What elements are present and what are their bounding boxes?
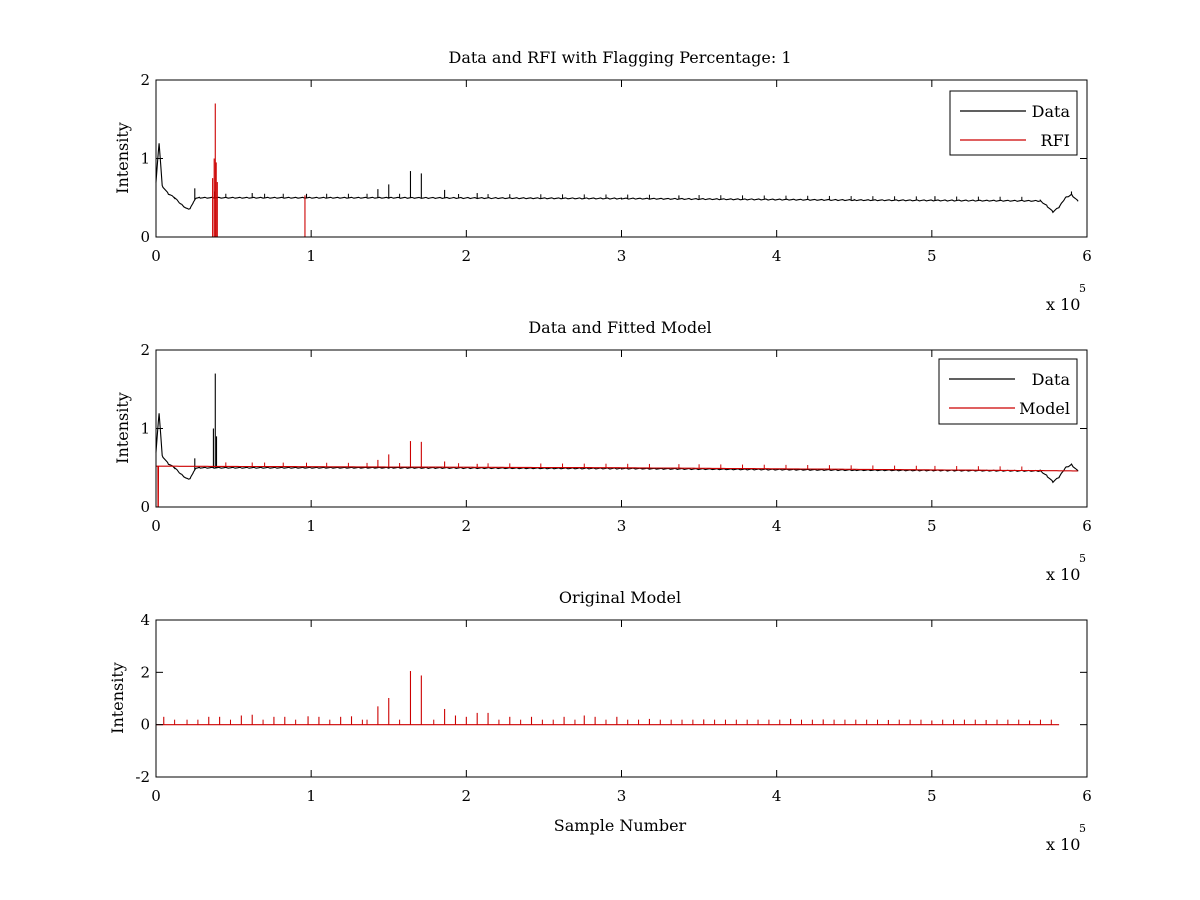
subplot-1-y-tick-label-2: 2 — [140, 71, 150, 89]
subplot-2-x-tick-label-3: 3 — [617, 517, 627, 535]
subplot-2-legend: Data Model — [938, 358, 1078, 425]
subplot-3-x-tick-label-3: 3 — [617, 787, 627, 805]
subplot-3-x-multiplier: x 10 5 — [1046, 822, 1086, 854]
subplot-2-series-model — [156, 441, 1078, 508]
subplot-3-series-1 — [156, 671, 1060, 726]
subplot-3-title: Original Model — [559, 588, 681, 607]
subplot-1-y-tick-label-1: 1 — [140, 150, 150, 168]
subplot-3-x-tick-label-4: 4 — [772, 787, 782, 805]
subplot-1-legend-box — [949, 90, 1078, 156]
subplot-1-y-tick-label-0: 0 — [140, 228, 150, 246]
subplot-2-series-line — [156, 465, 1078, 508]
subplot-3-y-tick-label--2: -2 — [135, 768, 150, 786]
subplot-3-x-tick-label-1: 1 — [306, 787, 316, 805]
subplot-2-legend-box — [938, 358, 1078, 425]
subplot-1: Data and RFI with Flagging Percentage: 1… — [113, 48, 1092, 314]
subplot-1-x-tick-label-6: 6 — [1082, 247, 1092, 265]
subplot-2-x-tick-label-1: 1 — [306, 517, 316, 535]
subplot-3-x-tick-label-2: 2 — [462, 787, 472, 805]
subplot-2-x-multiplier: x 10 5 — [1046, 552, 1086, 584]
subplot-2-legend-label-data: Data — [1032, 370, 1071, 389]
subplot-1-series-line — [155, 143, 1079, 214]
subplot-3-x-tick-label-5: 5 — [927, 787, 937, 805]
subplot-2-y-axis-label: Intensity — [113, 392, 132, 464]
subplot-1-x-tick-label-4: 4 — [772, 247, 782, 265]
subplot-2-y-tick-label-0: 0 — [140, 498, 150, 516]
subplot-2-x-multiplier-exponent: 5 — [1079, 552, 1086, 565]
subplot-1-x-tick-label-5: 5 — [927, 247, 937, 265]
subplot-2-x-tick-label-2: 2 — [462, 517, 472, 535]
subplot-1-x-multiplier-base: x 10 — [1046, 295, 1080, 314]
subplot-2-y-tick-label-2: 2 — [140, 341, 150, 359]
subplot-2-legend-label-model: Model — [1019, 399, 1070, 418]
subplot-1-series-rfi — [212, 103, 306, 237]
subplot-1-legend-label-data: Data — [1032, 102, 1071, 121]
subplot-2: Data and Fitted Model 0 1 2 3 4 5 6 0 1 2 Data Mod… — [113, 318, 1092, 584]
subplot-2-title: Data and Fitted Model — [528, 318, 711, 337]
subplot-2-x-tick-label-5: 5 — [927, 517, 937, 535]
subplot-2-x-tick-label-0: 0 — [151, 517, 161, 535]
subplot-1-x-tick-label-2: 2 — [462, 247, 472, 265]
subplot-1-legend-label-rfi: RFI — [1041, 131, 1070, 150]
subplot-1-x-tick-label-0: 0 — [151, 247, 161, 265]
subplot-3-x-tick-label-6: 6 — [1082, 787, 1092, 805]
subplot-3-x-multiplier-exponent: 5 — [1079, 822, 1086, 835]
subplot-2-plot-area: 0 1 2 3 4 5 6 0 1 2 — [140, 341, 1091, 535]
subplot-3-y-tick-label-2: 2 — [140, 663, 150, 681]
subplot-3-x-axis-label: Sample Number — [554, 816, 687, 835]
subplot-1-y-axis-label: Intensity — [113, 122, 132, 194]
subplot-1-title: Data and RFI with Flagging Percentage: 1 — [448, 48, 791, 67]
subplot-1-x-tick-label-3: 3 — [617, 247, 627, 265]
subplot-1-legend: Data RFI — [949, 90, 1078, 156]
subplot-3-y-axis-label: Intensity — [108, 662, 127, 734]
subplot-2-y-tick-label-1: 1 — [140, 420, 150, 438]
subplot-2-x-tick-label-6: 6 — [1082, 517, 1092, 535]
subplot-3-y-tick-label-0: 0 — [140, 716, 150, 734]
subplot-2-x-multiplier-base: x 10 — [1046, 565, 1080, 584]
subplot-1-series-data — [155, 143, 1079, 214]
subplot-1-plot-area: 0 1 2 3 4 5 6 0 1 2 — [140, 71, 1091, 265]
subplot-3-x-tick-label-0: 0 — [151, 787, 161, 805]
subplot-1-x-multiplier: x 10 5 — [1046, 282, 1086, 314]
subplot-3-y-tick-label-4: 4 — [140, 611, 150, 629]
subplot-3-x-multiplier-base: x 10 — [1046, 835, 1080, 854]
subplot-2-x-tick-label-4: 4 — [772, 517, 782, 535]
subplot-1-x-multiplier-exponent: 5 — [1079, 282, 1086, 295]
subplot-1-x-tick-label-1: 1 — [306, 247, 316, 265]
